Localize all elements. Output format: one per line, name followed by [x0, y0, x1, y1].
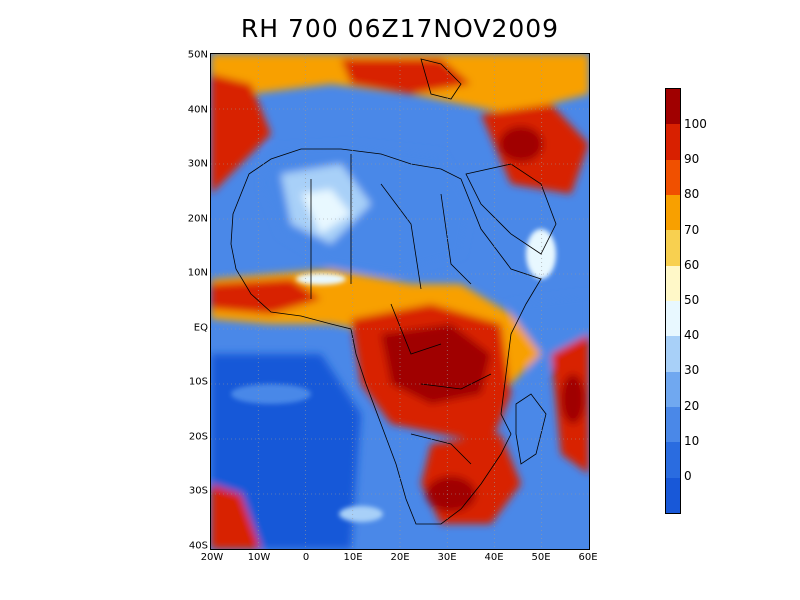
neutral-region-west-sahara	[301, 189, 351, 234]
color-scale-label: 60	[684, 257, 700, 272]
lon-tick-label: 40E	[484, 552, 504, 563]
color-scale-swatch	[666, 477, 680, 514]
color-scale-bar	[665, 88, 681, 514]
rh-field-map	[211, 54, 589, 549]
lon-tick-label: 10W	[247, 552, 271, 563]
color-scale-label: 100	[684, 117, 707, 131]
lon-tick-label: 60E	[578, 552, 598, 563]
coastlines-borders	[230, 58, 557, 525]
color-scale-swatch	[666, 336, 680, 373]
lat-tick-label: 10S	[188, 376, 208, 388]
coastline-madagascar	[515, 393, 547, 465]
neutral-patch-west-africa	[296, 273, 346, 285]
lon-tick-label: 0	[302, 552, 310, 563]
color-scale-label: 20	[684, 398, 700, 413]
color-scale-swatch	[666, 265, 680, 302]
saturated-east-indian-ocean	[561, 374, 585, 424]
lon-tick-label: 20E	[390, 552, 410, 563]
saturated-middle-east	[499, 126, 543, 162]
lon-tick-label: 30E	[437, 552, 457, 563]
lon-tick-label: 10E	[343, 552, 363, 563]
color-scale-label: 70	[684, 222, 700, 237]
color-scale-swatch	[666, 442, 680, 479]
color-scale-swatch	[666, 159, 680, 196]
rh-field-detail-layer	[231, 229, 556, 522]
grid-lines	[211, 54, 589, 549]
color-scale-swatch	[666, 407, 680, 443]
very-humid-north-atlantic	[211, 74, 271, 194]
lat-tick-label: 40S	[188, 540, 208, 552]
color-scale-swatch	[666, 124, 680, 161]
coastline-italy-greece	[420, 58, 462, 100]
color-scale-swatch	[666, 301, 680, 337]
dry-patch-south-atlantic	[231, 384, 311, 404]
coastline-arabia	[465, 163, 557, 255]
lat-tick-label: 50N	[187, 49, 208, 61]
moderate-patch-south	[339, 506, 383, 522]
lon-tick-label: 50E	[531, 552, 551, 563]
color-scale-label: 10	[684, 433, 700, 448]
very-humid-sw-corner	[211, 484, 261, 549]
very-humid-europe	[341, 59, 471, 94]
lat-tick-label: 20N	[187, 213, 208, 225]
color-scale-swatch	[666, 195, 680, 231]
color-scale-label: 50	[684, 293, 700, 307]
map-title: RH 700 06Z17NOV2009	[240, 14, 560, 43]
lon-tick-label: 20W	[200, 552, 224, 563]
lat-tick-label: 30S	[188, 485, 208, 497]
color-scale-label: 0	[684, 469, 692, 483]
color-scale-label: 80	[684, 187, 700, 202]
dry-region-south-atlantic	[211, 354, 361, 549]
lat-tick-label: 10N	[187, 267, 208, 279]
color-scale-swatch	[666, 89, 680, 125]
color-scale-label: 30	[684, 363, 700, 378]
lat-tick-label: 20S	[188, 431, 208, 443]
color-scale-label: 90	[684, 152, 700, 167]
lat-tick-label: 30N	[187, 158, 208, 170]
very-humid-gulf-guinea	[211, 279, 321, 314]
color-scale-swatch	[666, 371, 680, 408]
lat-tick-label: EQ	[193, 322, 208, 334]
map-plot-area	[210, 53, 590, 550]
coastline-africa	[230, 148, 542, 525]
color-scale-swatch	[666, 230, 680, 267]
color-scale-label: 40	[684, 328, 700, 343]
rh-field-layer	[211, 54, 589, 549]
lat-tick-label: 40N	[187, 104, 208, 116]
